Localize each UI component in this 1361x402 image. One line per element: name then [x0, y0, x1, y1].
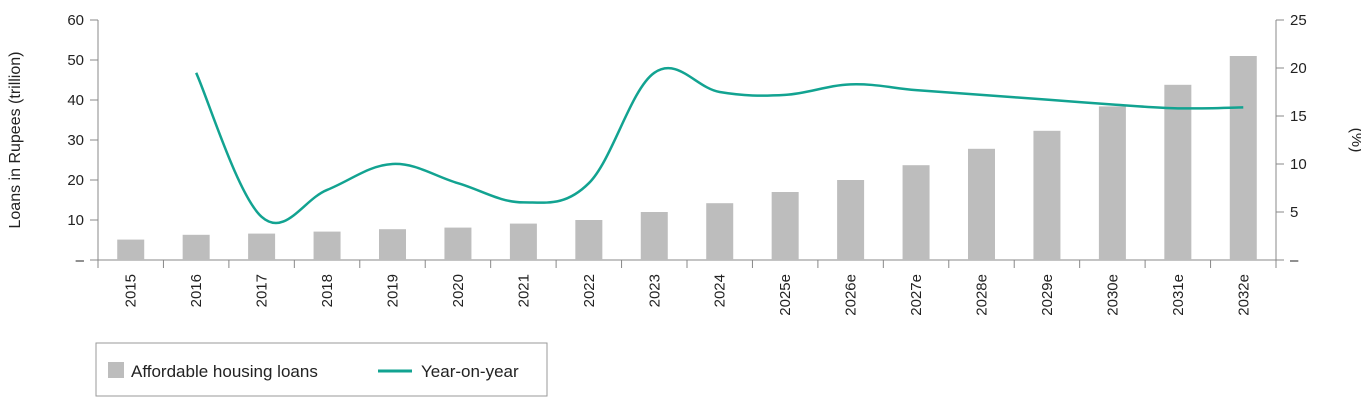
x-tick-label: 2016: [188, 274, 205, 307]
left-tick-label: 60: [67, 12, 84, 29]
x-tick-label: 2030e: [1104, 274, 1121, 316]
x-tick-label: 2031e: [1170, 274, 1187, 316]
bar: [902, 165, 930, 260]
left-tick-label: 10: [67, 212, 84, 229]
bar: [248, 233, 276, 260]
legend-swatch-bars: [108, 362, 124, 378]
bar: [837, 180, 865, 260]
bar: [640, 212, 668, 260]
bar: [968, 148, 995, 260]
line-series: [195, 66, 1244, 225]
left-tick-label: 20: [67, 172, 84, 189]
legend-box: [95, 342, 548, 397]
x-tick-label: 2017: [254, 274, 271, 307]
right-tick-label: 20: [1290, 60, 1307, 77]
bar: [1229, 56, 1257, 260]
right-tick-label: 15: [1290, 108, 1307, 125]
legend: Affordable housing loans Year-on-year: [95, 342, 548, 397]
bar: [706, 203, 734, 260]
y2-axis-title: (%): [1348, 128, 1361, 153]
x-tick-label: 2020: [450, 274, 467, 307]
x-tick-label: 2018: [319, 274, 336, 307]
x-tick-label: 2019: [385, 274, 402, 307]
x-tick-label: 2026e: [843, 274, 860, 316]
yoy-line: [195, 66, 1244, 225]
x-tick-label: 2015: [123, 274, 140, 307]
left-tick-label: 50: [67, 52, 84, 69]
bar: [1033, 130, 1061, 260]
x-tick-label: 2021: [515, 274, 532, 307]
x-tick-label: 2028e: [974, 274, 991, 316]
right-axis: – 5 10 15 20 25: [1275, 12, 1307, 269]
bar: [1164, 84, 1192, 260]
bar: [117, 239, 145, 260]
bar: [575, 220, 603, 260]
x-axis: 2015 2016 2017 2018 2019 2020 2021 2022 2023 2024…: [97, 259, 1277, 316]
legend-label-bars: Affordable housing loans: [131, 362, 318, 381]
right-tick-label: 10: [1290, 156, 1307, 173]
left-tick-label: 40: [67, 92, 84, 109]
right-tick-label: –: [1290, 252, 1299, 269]
x-tick-label: 2027e: [908, 274, 925, 316]
bar: [509, 223, 537, 260]
x-tick-label: 2023: [646, 274, 663, 307]
legend-label-line: Year-on-year: [421, 362, 519, 381]
left-axis: – 10 20 30 40 50 60: [67, 12, 99, 269]
bar: [444, 227, 472, 260]
x-tick-label: 2024: [712, 274, 729, 307]
bar: [1098, 106, 1126, 261]
right-tick-label: 5: [1290, 204, 1298, 221]
bar-series: [117, 56, 1257, 261]
bar: [771, 192, 799, 260]
bar: [313, 231, 341, 260]
x-tick-label: 2025e: [777, 274, 794, 316]
left-tick-label: 30: [67, 132, 84, 149]
left-tick-label: –: [76, 252, 85, 269]
x-tick-label: 2029e: [1039, 274, 1056, 316]
x-tick-label: 2032e: [1235, 274, 1252, 316]
y-axis-title: Loans in Rupees (trillion): [7, 52, 24, 229]
bar: [182, 234, 210, 260]
x-tick-label: 2022: [581, 274, 598, 307]
bar: [379, 229, 406, 260]
right-tick-label: 25: [1290, 12, 1307, 29]
